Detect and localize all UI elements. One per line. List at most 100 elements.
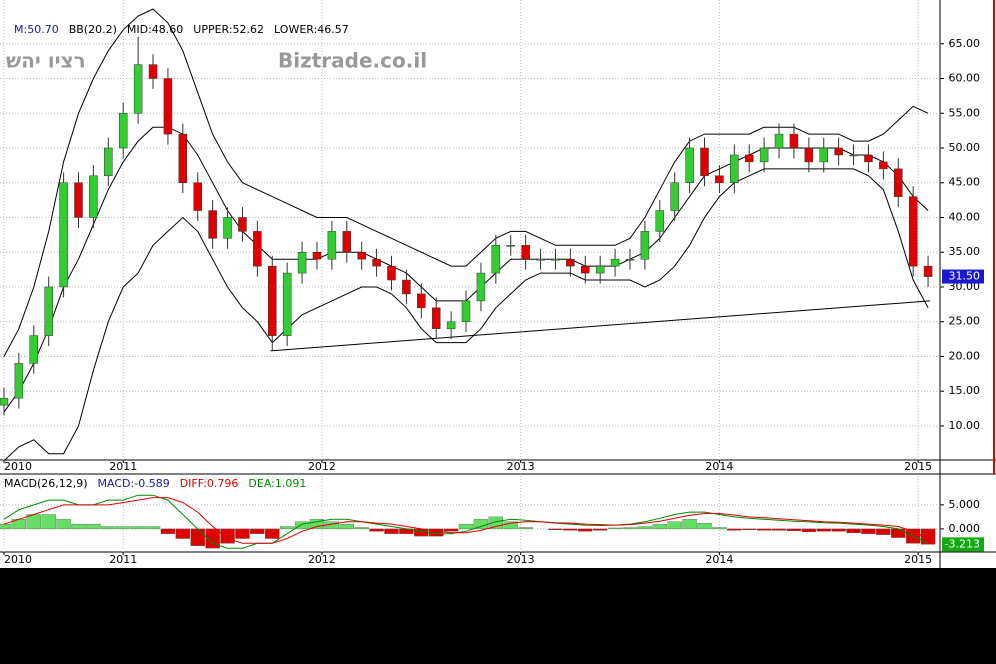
macd-bar [831,528,846,532]
y-tick-label: 65.00 [949,37,981,50]
candle-body [581,265,590,274]
candle-body [148,64,158,79]
last-value-label: -3.213 [945,537,980,550]
x-tick-label: 2011 [109,553,137,566]
candle-body [268,265,277,336]
candle-body [804,147,814,163]
y-tick-label: 25.00 [949,315,981,328]
macd-bar [235,528,250,539]
candle-body [730,154,739,183]
candle-body [446,321,456,329]
x-tick-label: 2012 [308,553,336,566]
candle-body [744,154,754,163]
candle-body [670,182,679,211]
macd-bar [920,528,936,545]
x-tick-label: 2014 [705,460,733,473]
macd-bar [369,528,384,532]
candle-body [163,78,173,135]
header-label: DEA:1.091 [248,477,306,490]
candle-body [297,251,307,274]
candle-body [864,154,873,163]
y-tick-label: 15.00 [949,384,981,397]
macd-bar [280,526,295,530]
y-tick-label: 45.00 [949,176,981,189]
macd-bar [0,523,12,530]
candle-body [774,133,784,149]
macd-bar [71,523,86,530]
candle-body [715,175,724,183]
candle-body [849,154,858,157]
last-value-box [942,537,984,552]
candle-body [253,231,262,267]
candle-body [819,147,828,163]
candle-body [834,147,843,156]
x-tick-label: 2010 [4,553,32,566]
candle-body [59,182,68,288]
macd-bar [250,528,265,534]
candle-body [238,217,247,232]
y-tick-label: 55.00 [949,106,981,119]
candle-body [89,175,98,218]
macd-bar [861,528,876,534]
candle-body [506,245,515,247]
candle-body [476,272,486,302]
candle-body [640,231,650,260]
macd-bar [86,523,101,530]
candle-body [536,258,545,261]
candle-body [104,147,113,177]
macd-bar [160,528,176,534]
macd-bar [130,526,146,530]
candle-body [118,113,128,149]
footer-black [0,568,996,664]
watermark: Biztrade.co.il [278,49,427,73]
macd-bar [384,528,399,534]
candle-body [133,64,143,114]
header-label: UPPER:52.62 [193,23,264,36]
macd-bar [742,528,757,531]
indicator-line [3,8,929,357]
x-tick-label: 2014 [705,553,733,566]
macd-bar [607,527,623,530]
candle-body [193,182,202,211]
candle-body [700,147,709,177]
macd-bar [876,528,891,535]
header-label: MACD:-0.589 [98,477,170,490]
x-tick-label: 2010 [4,460,32,473]
candle-body [625,258,635,261]
y-tick-label: 20.00 [949,349,981,362]
x-tick-label: 2013 [507,553,535,566]
candle-body [44,286,53,336]
macd-bar [309,519,325,530]
candle-body [551,258,560,261]
macd-bar [697,522,712,530]
indicator-line [3,168,929,462]
macd-bar [41,514,56,530]
macd-bar [771,528,787,531]
macd-bar [846,528,861,533]
macd-bar [503,521,518,530]
candle-body [759,147,769,163]
candle-body [74,182,83,218]
macd-bar [756,528,772,531]
macd-bar [667,521,682,530]
candle-body [342,231,352,253]
macd-bar [518,527,533,530]
candle-body [357,251,366,260]
x-tick-label: 2015 [904,553,932,566]
macd-bar [101,526,116,530]
macd-bar [563,528,578,531]
candle-body [595,265,605,274]
candle-body [655,210,665,232]
y-tick-label: 40.00 [949,210,981,223]
candle-body [685,147,694,183]
header-label: BB(20.2) [69,23,117,36]
trendline [270,300,931,352]
header-label: M:50.70 [14,23,59,36]
candle-body [417,293,426,309]
candle-body [387,265,396,281]
x-tick-label: 2013 [507,460,535,473]
y-tick-label: 50.00 [949,141,981,154]
macd-bar [443,528,459,532]
macd-bar [548,528,563,531]
